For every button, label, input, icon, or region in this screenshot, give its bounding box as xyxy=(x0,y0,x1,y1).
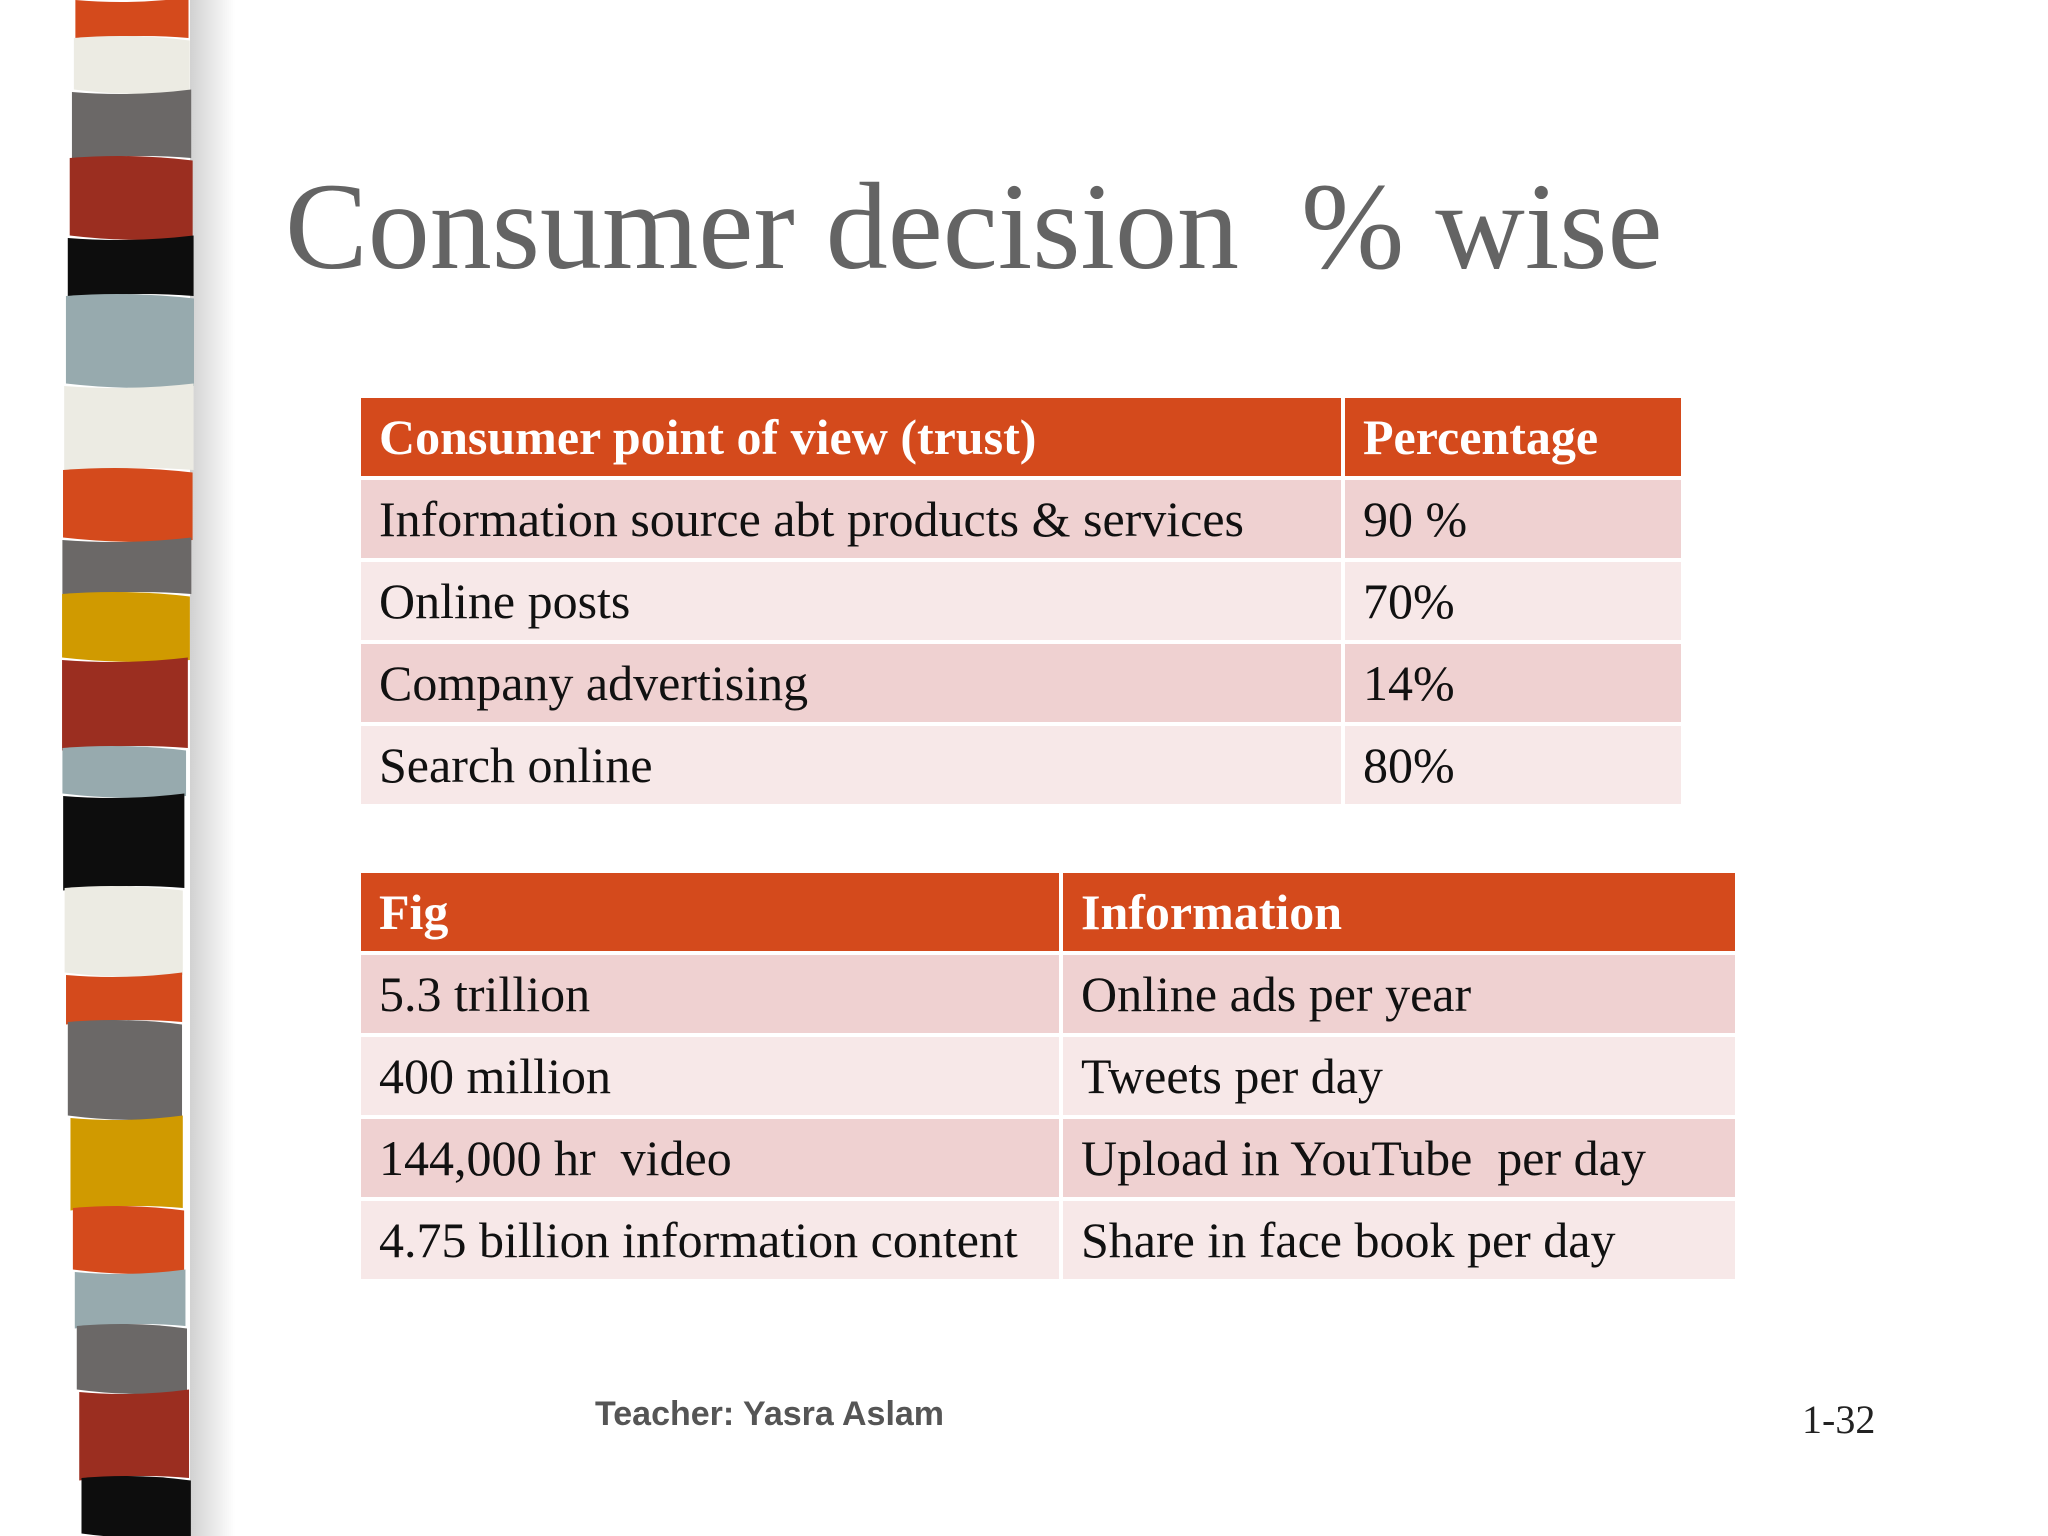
table-cell: Share in face book per day xyxy=(1063,1201,1735,1279)
stripe-band xyxy=(63,468,193,542)
table-cell: 144,000 hr video xyxy=(361,1119,1059,1197)
table-cell: Upload in YouTube per day xyxy=(1063,1119,1735,1197)
column-header-information: Information xyxy=(1063,873,1735,951)
stripe-band xyxy=(63,793,185,891)
stripe-band xyxy=(73,36,190,94)
table-cell: 80% xyxy=(1345,726,1681,804)
table-cell: Online ads per year xyxy=(1063,955,1735,1033)
table-row: 400 million Tweets per day xyxy=(361,1037,1735,1115)
stripe-band xyxy=(64,383,194,473)
table-cell: 400 million xyxy=(361,1037,1059,1115)
stripe-band xyxy=(81,1476,191,1536)
table-row: Online posts 70% xyxy=(361,562,1681,640)
table-cell: Online posts xyxy=(361,562,1341,640)
stripe-band xyxy=(75,0,189,41)
table-header-row: Fig Information xyxy=(361,873,1735,951)
table-cell: Tweets per day xyxy=(1063,1037,1735,1115)
table-row: 144,000 hr video Upload in YouTube per d… xyxy=(361,1119,1735,1197)
table-cell: 90 % xyxy=(1345,480,1681,558)
table-row: Company advertising 14% xyxy=(361,644,1681,722)
teacher-credit: Teacher: Yasra Aslam xyxy=(595,1395,945,1433)
trust-table: Consumer point of view (trust) Percentag… xyxy=(357,394,1685,808)
table-header-row: Consumer point of view (trust) Percentag… xyxy=(361,398,1681,476)
stripe-band xyxy=(70,1115,183,1211)
table-cell: Search online xyxy=(361,726,1341,804)
table-cell: 70% xyxy=(1345,562,1681,640)
table-cell: 5.3 trillion xyxy=(361,955,1059,1033)
table-cell: Information source abt products & servic… xyxy=(361,480,1341,558)
table-row: Information source abt products & servic… xyxy=(361,480,1681,558)
stripe-band xyxy=(74,1269,186,1329)
stripe-band xyxy=(67,235,194,299)
stripe-band xyxy=(62,592,190,662)
slide-title: Consumer decision % wise xyxy=(285,158,1663,295)
column-header-viewpoint: Consumer point of view (trust) xyxy=(361,398,1341,476)
figures-table: Fig Information 5.3 trillion Online ads … xyxy=(357,869,1739,1283)
table-cell: 4.75 billion information content xyxy=(361,1201,1059,1279)
stripe-band xyxy=(67,1020,183,1120)
stripe-band xyxy=(64,886,183,977)
column-header-fig: Fig xyxy=(361,873,1059,951)
stripe-band xyxy=(62,746,187,798)
table-cell: Company advertising xyxy=(361,644,1341,722)
stripe-band xyxy=(62,537,192,597)
stripe-band xyxy=(71,89,192,161)
table-row: 5.3 trillion Online ads per year xyxy=(361,955,1735,1033)
stripe-band xyxy=(79,1389,190,1481)
table-cell: 14% xyxy=(1345,644,1681,722)
decorative-stripe-bar xyxy=(62,0,235,1536)
stripe-band xyxy=(66,972,183,1025)
slide-number: 1-32 xyxy=(1802,1397,1876,1442)
table-row: 4.75 billion information content Share i… xyxy=(361,1201,1735,1279)
stripe-band xyxy=(76,1324,187,1394)
stripe-band xyxy=(65,294,194,388)
table-row: Search online 80% xyxy=(361,726,1681,804)
stripe-band xyxy=(72,1206,185,1274)
stripe-band xyxy=(62,657,188,751)
column-header-percentage: Percentage xyxy=(1345,398,1681,476)
stripe-band xyxy=(69,156,193,240)
